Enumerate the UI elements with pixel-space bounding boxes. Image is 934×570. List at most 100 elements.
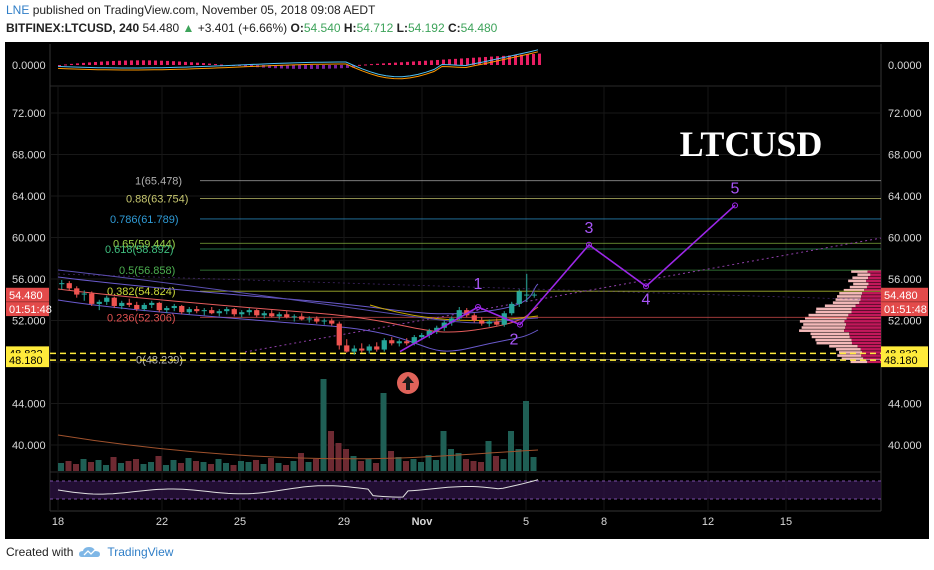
volume-bar xyxy=(96,460,102,471)
candle-body xyxy=(419,335,424,337)
osc-histogram-bar xyxy=(124,61,127,65)
volume-bar xyxy=(493,456,499,471)
profile-bar-down xyxy=(867,286,881,289)
fib-label: 1(65.478) xyxy=(135,176,182,188)
profile-bar-down xyxy=(844,329,881,332)
profile-bar-down xyxy=(852,308,881,311)
volume-bar xyxy=(463,459,469,471)
y-tick-label-left: 60.000 xyxy=(12,233,46,245)
osc-histogram-bar xyxy=(58,65,61,66)
candle-body xyxy=(367,346,372,350)
volume-bar xyxy=(88,462,94,471)
osc-histogram-bar xyxy=(190,62,193,65)
volume-bar xyxy=(523,401,529,471)
candle-body xyxy=(509,304,514,313)
fib-label: 0.5(56.858) xyxy=(119,265,175,277)
volume-bar xyxy=(178,463,184,471)
candle-body xyxy=(112,298,117,306)
x-tick-label: 8 xyxy=(601,516,607,528)
volume-bar xyxy=(66,461,72,471)
volume-bar xyxy=(388,451,394,471)
candle-body xyxy=(292,316,297,317)
volume-profile xyxy=(799,270,881,363)
volume-bar xyxy=(351,456,357,471)
price-tag-right: 48.180 xyxy=(884,355,918,367)
candle-body xyxy=(277,314,282,316)
price-tag-right: 54.480 xyxy=(884,290,918,302)
y-tick-label-right: 72.000 xyxy=(888,108,922,120)
wave-label: 5 xyxy=(731,180,740,197)
osc-histogram-bar xyxy=(412,61,415,65)
x-tick-label: 5 xyxy=(523,516,529,528)
x-tick-label: 29 xyxy=(338,516,350,528)
candle-body xyxy=(299,316,304,319)
osc-histogram-bar xyxy=(106,61,109,65)
x-tick-label: 22 xyxy=(156,516,168,528)
profile-bar-down xyxy=(861,354,881,357)
osc-histogram-bar xyxy=(142,60,145,65)
oscillator-label-right: 0.0000 xyxy=(888,60,922,72)
volume-bar xyxy=(186,458,192,471)
y-tick-label-right: 52.000 xyxy=(888,316,922,328)
wave-label: 2 xyxy=(510,332,519,349)
y-tick-label-right: 44.000 xyxy=(888,399,922,411)
profile-bar-up xyxy=(815,339,851,342)
osc-histogram-bar xyxy=(208,64,211,65)
profile-bar-down xyxy=(852,311,881,314)
candle-body xyxy=(134,305,139,309)
osc-histogram-bar xyxy=(358,65,361,66)
osc-histogram-bar xyxy=(364,64,367,65)
osc-histogram-bar xyxy=(370,64,373,65)
profile-bar-up xyxy=(853,283,868,286)
volume-bar xyxy=(396,457,402,471)
volume-bar xyxy=(81,459,87,471)
osc-histogram-bar xyxy=(418,61,421,65)
y-tick-label-right: 68.000 xyxy=(888,150,922,162)
candle-body xyxy=(382,340,387,349)
osc-histogram-bar xyxy=(436,60,439,65)
osc-histogram-bar xyxy=(460,58,463,65)
fib-label: 0.618(58.892) xyxy=(105,244,174,256)
candle-body xyxy=(344,345,349,351)
candle-body xyxy=(359,349,364,351)
osc-histogram-bar xyxy=(298,65,301,69)
candle-body xyxy=(269,313,274,316)
candle-body xyxy=(314,318,319,321)
wave-path xyxy=(400,205,735,351)
volume-bar xyxy=(268,458,274,471)
volume-bar xyxy=(418,462,424,471)
volume-bar xyxy=(208,464,214,471)
wave-label: 3 xyxy=(585,220,594,237)
fib-label: 0.786(61.789) xyxy=(110,214,179,226)
candle-body xyxy=(172,306,177,308)
osc-histogram-bar xyxy=(88,62,91,65)
volume-bar xyxy=(433,460,439,471)
profile-bar-down xyxy=(861,348,881,351)
volume-bar xyxy=(223,463,229,471)
candle-body xyxy=(194,309,199,311)
osc-histogram-bar xyxy=(64,64,67,65)
profile-bar-up xyxy=(825,304,856,307)
created-with-text: Created with xyxy=(6,545,73,559)
osc-histogram-bar xyxy=(76,63,79,65)
volume-bar xyxy=(516,449,522,471)
osc-histogram-bar xyxy=(310,65,313,69)
candle-body xyxy=(179,306,184,312)
chart-title: LTCUSD xyxy=(680,124,823,164)
y-tick-label-left: 64.000 xyxy=(12,191,46,203)
wave-label: 1 xyxy=(474,276,483,293)
osc-histogram-bar xyxy=(202,63,205,65)
candle-body xyxy=(404,341,409,343)
fibonacci-levels: 1(65.478) 0.88(63.754) 0.786(61.789) 0.65(5… xyxy=(50,176,881,367)
candle-body xyxy=(397,341,402,343)
trendline-dotted-upper xyxy=(58,274,881,300)
candle-body xyxy=(262,313,267,315)
osc-histogram-bar xyxy=(400,62,403,65)
tradingview-link[interactable]: TradingView xyxy=(107,545,173,559)
fib-label: 0.88(63.754) xyxy=(126,194,188,206)
osc-histogram-bar xyxy=(70,64,73,65)
volume-bar xyxy=(148,462,154,471)
osc-histogram-bar xyxy=(322,65,325,69)
up-arrow-icon[interactable] xyxy=(397,372,419,394)
